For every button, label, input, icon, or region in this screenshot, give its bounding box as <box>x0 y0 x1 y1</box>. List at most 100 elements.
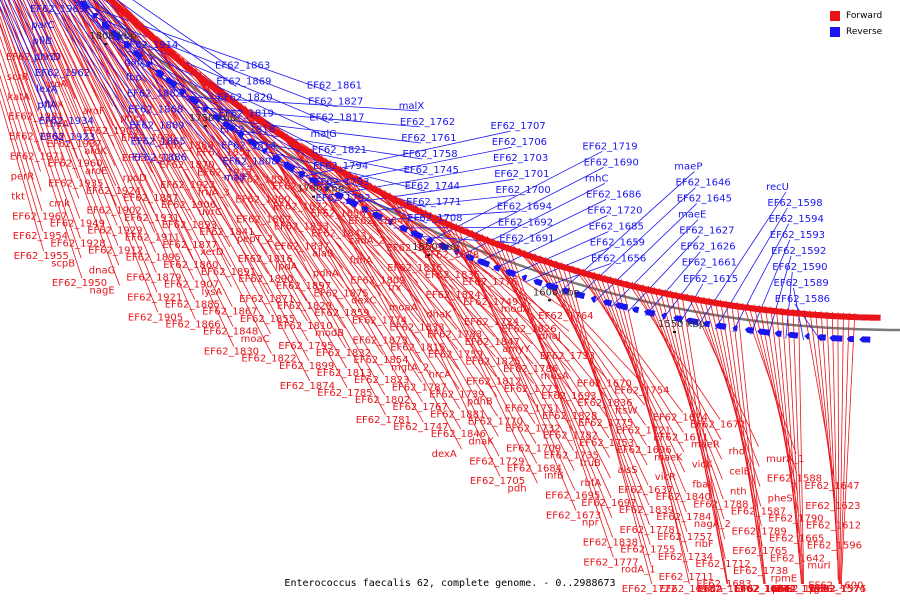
reverse-gene-label[interactable]: EF62_1792 <box>316 193 371 204</box>
forward-gene-label[interactable]: EF62_1595 <box>771 584 826 595</box>
forward-gene-label[interactable]: EF62_1623 <box>805 501 860 512</box>
forward-gene-label[interactable]: perR <box>11 172 35 183</box>
forward-gene-label[interactable]: EF62_1755 <box>620 545 675 556</box>
forward-gene-label[interactable]: EF62_1829 <box>277 301 332 312</box>
forward-gene-label[interactable]: EF62_1949 <box>50 218 105 229</box>
forward-gene-label[interactable]: EF62_1846 <box>431 429 486 440</box>
forward-gene-label[interactable]: xerD <box>200 247 224 258</box>
forward-gene-label[interactable]: EF62_1574 <box>811 584 866 595</box>
forward-gene-label[interactable]: katA <box>8 92 31 103</box>
forward-gene-label[interactable]: murA_1 <box>766 454 804 465</box>
reverse-gene-label[interactable]: EF62_1701 <box>494 169 549 180</box>
reverse-gene-label[interactable]: EF62_1923 <box>40 132 95 143</box>
forward-gene-label[interactable]: musA <box>541 371 569 382</box>
reverse-gene-label[interactable]: EF62_1700 <box>496 185 551 196</box>
reverse-gene-label[interactable]: EF62_1745 <box>404 165 459 176</box>
forward-gene-label[interactable]: EF62_1870 <box>159 160 214 171</box>
forward-gene-label[interactable]: fdhA <box>350 256 373 267</box>
forward-gene-label[interactable]: EF62_1854 <box>353 355 408 366</box>
reverse-gene-label[interactable]: EF62_1708 <box>407 213 462 224</box>
forward-gene-label[interactable]: EF62_1734 <box>658 552 713 563</box>
forward-gene-label[interactable]: EF62_1960 <box>47 159 102 170</box>
reverse-gene-label[interactable]: EF62_1808 <box>222 157 277 168</box>
forward-gene-label[interactable]: EF62_1833 <box>389 323 444 334</box>
forward-gene-label[interactable]: dnaK <box>468 436 494 447</box>
forward-gene-label[interactable]: aroE <box>85 166 107 177</box>
reverse-gene-label[interactable]: EF62_1869 <box>216 77 271 88</box>
forward-gene-label[interactable]: dexA <box>432 449 457 460</box>
forward-gene-label[interactable]: EF62_1825 <box>465 357 520 368</box>
forward-gene-label[interactable]: EF62_1640 <box>698 584 753 595</box>
forward-gene-label[interactable]: EF62_1875 <box>314 288 369 299</box>
forward-gene-label[interactable]: EF62_1893 <box>162 220 217 231</box>
forward-gene-label[interactable]: EF62_1877 <box>162 240 217 251</box>
reverse-gene-label[interactable]: EF62_1627 <box>679 226 734 237</box>
forward-gene-label[interactable]: EF62_1835 <box>425 270 480 281</box>
forward-gene-label[interactable]: pepT_2 <box>237 234 273 245</box>
forward-gene-label[interactable]: dnaJ <box>539 331 561 342</box>
forward-gene-label[interactable]: moaA <box>389 303 418 314</box>
forward-gene-label[interactable]: EF62_1757 <box>657 532 712 543</box>
forward-gene-label[interactable]: EF62_1876 <box>387 263 442 274</box>
forward-gene-label[interactable]: EF62_1674 <box>653 413 708 424</box>
forward-gene-label[interactable]: amyY <box>502 344 531 355</box>
forward-gene-label[interactable]: EF62_1935 <box>48 179 103 190</box>
reverse-gene-label[interactable]: EF62_1645 <box>677 194 732 205</box>
forward-gene-label[interactable]: vicK <box>692 459 713 470</box>
forward-gene-label[interactable]: EF62_1871 <box>239 294 294 305</box>
reverse-gene-label[interactable]: EF62_1817 <box>309 113 364 124</box>
forward-gene-label[interactable]: EF62_1839 <box>619 505 674 516</box>
forward-gene-label[interactable]: EF62_1885 <box>165 300 220 311</box>
reverse-gene-label[interactable]: EF62_1861 <box>307 81 362 92</box>
forward-gene-label[interactable]: cadA_2 <box>349 236 385 247</box>
forward-gene-label[interactable]: EF62_1781 <box>356 415 411 426</box>
forward-gene-label[interactable]: EF62_1895 <box>126 253 181 264</box>
forward-gene-label[interactable]: npr <box>582 518 600 529</box>
forward-gene-label[interactable]: ribF <box>695 539 714 550</box>
forward-gene-label[interactable]: vicR <box>655 472 676 483</box>
forward-gene-label[interactable]: EF62_1684 <box>507 463 562 474</box>
forward-gene-label[interactable]: rho <box>729 447 745 458</box>
forward-gene-label[interactable]: EF62_1830 <box>204 347 259 358</box>
forward-gene-label[interactable]: EF62_1838 <box>583 538 638 549</box>
reverse-gene-label[interactable]: EF62_1794 <box>313 161 368 172</box>
forward-gene-label[interactable]: EF62_1785 <box>317 388 372 399</box>
forward-gene-label[interactable]: EF62_1738 <box>733 566 788 577</box>
forward-gene-label[interactable]: EF62_1673 <box>546 510 601 521</box>
forward-gene-label[interactable]: EF62_1891 <box>201 267 256 278</box>
forward-gene-label[interactable]: EF62_1724 <box>464 317 519 328</box>
forward-gene-label[interactable]: pyrG <box>809 584 833 595</box>
forward-gene-label[interactable]: EF62_1911 <box>125 233 180 244</box>
reverse-gene-label[interactable]: EF62_1934 <box>39 116 94 127</box>
forward-gene-label[interactable]: EF62_1671 <box>653 432 708 443</box>
forward-gene-label[interactable]: EF62_1880 <box>235 194 290 205</box>
reverse-gene-label[interactable]: EF62_1646 <box>676 178 731 189</box>
forward-gene-label[interactable]: EF62_1789 <box>732 526 787 537</box>
forward-gene-label[interactable]: EF62_1665 <box>769 534 824 545</box>
reverse-gene-label[interactable]: EF62_1771 <box>406 197 461 208</box>
forward-gene-label[interactable]: EF62_1697 <box>581 498 636 509</box>
forward-gene-label[interactable]: EF62_1950 <box>52 278 107 289</box>
forward-gene-label[interactable]: EF62_1879 <box>126 273 181 284</box>
forward-gene-label[interactable]: scrR <box>7 72 29 83</box>
forward-gene-label[interactable]: uvrC <box>199 207 222 218</box>
reverse-gene-label[interactable]: EF62_1863 <box>215 61 270 72</box>
forward-gene-label[interactable]: pdhB <box>467 397 493 408</box>
reverse-gene-label[interactable]: pflB <box>33 36 53 47</box>
forward-gene-label[interactable]: pdh <box>508 483 527 494</box>
forward-gene-label[interactable]: EF62_1824 <box>426 290 481 301</box>
reverse-gene-label[interactable]: EF62_1886 <box>132 152 187 163</box>
reverse-gene-label[interactable]: EF62_1615 <box>683 274 738 285</box>
forward-gene-label[interactable]: EF62_1753 <box>579 438 634 449</box>
forward-gene-label[interactable]: EF62_1907 <box>164 280 219 291</box>
reverse-gene-label[interactable]: EF62_1589 <box>774 278 829 289</box>
forward-gene-label[interactable]: pdhA <box>313 268 339 279</box>
reverse-gene-label[interactable]: EF62_1593 <box>770 230 825 241</box>
reverse-gene-label[interactable]: EF62_1590 <box>772 262 827 273</box>
forward-gene-label[interactable]: lysA <box>202 287 223 298</box>
reverse-gene-label[interactable]: EF62_1691 <box>499 233 554 244</box>
reverse-gene-label[interactable]: EF62_1685 <box>589 222 644 233</box>
reverse-gene-label[interactable]: EF62_1661 <box>682 258 737 269</box>
forward-gene-label[interactable]: lpdA <box>275 261 297 272</box>
forward-gene-label[interactable]: EF62_1913 <box>197 167 252 178</box>
